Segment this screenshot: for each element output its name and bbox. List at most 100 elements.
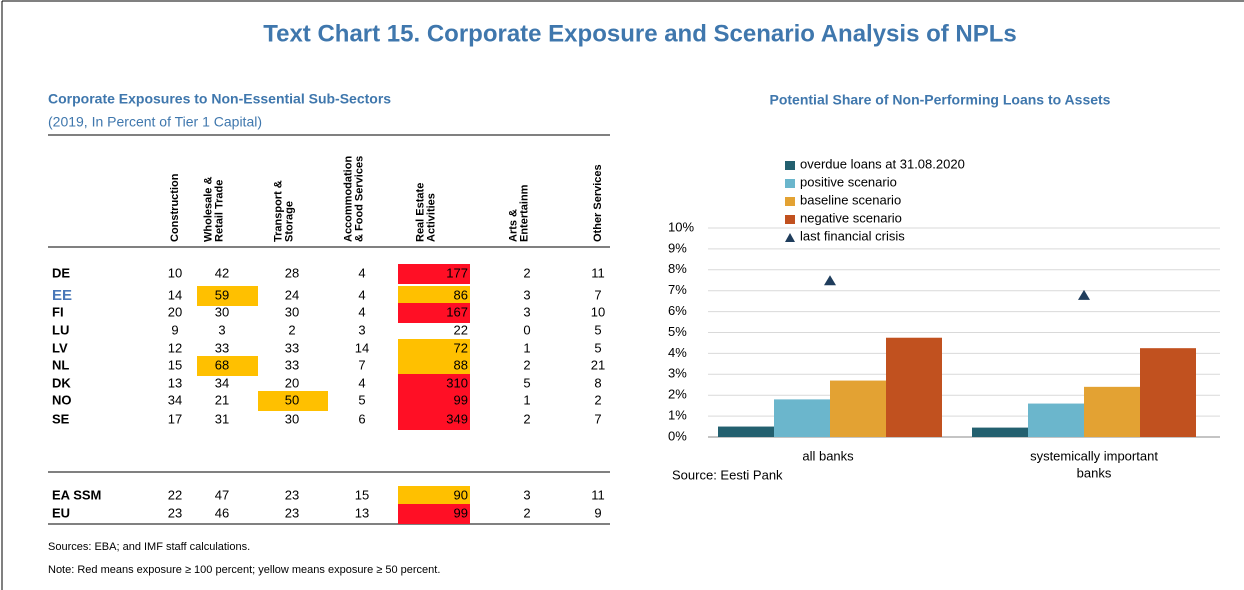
- x-tick-label: systemically important: [1030, 448, 1158, 463]
- cell: 177: [446, 265, 468, 280]
- cell: 20: [168, 304, 182, 319]
- row-label: EE: [52, 287, 72, 304]
- cell: 33: [285, 340, 299, 355]
- highlight-cell: [398, 286, 470, 306]
- cell: 33: [285, 357, 299, 372]
- cell: 3: [218, 322, 225, 337]
- legend-swatch: [785, 161, 795, 170]
- cell: 7: [594, 287, 601, 302]
- highlight-cell: [398, 374, 470, 394]
- cell: 4: [358, 304, 365, 319]
- bar: [1028, 403, 1084, 437]
- cell: 3: [523, 304, 530, 319]
- column-header: Activities: [425, 193, 437, 242]
- legend-label: positive scenario: [800, 174, 897, 189]
- cell: 10: [168, 265, 182, 280]
- bar: [886, 337, 942, 437]
- cell: 21: [591, 357, 605, 372]
- table-note: Note: Red means exposure ≥ 100 percent; …: [48, 564, 440, 576]
- cell: 34: [215, 375, 229, 390]
- cell: 14: [355, 340, 369, 355]
- table-sources: Sources: EBA; and IMF staff calculations…: [48, 541, 250, 553]
- cell: 47: [215, 487, 229, 502]
- legend-swatch: [785, 215, 795, 224]
- cell: 11: [591, 265, 605, 280]
- chart-source: Source: Eesti Pank: [672, 467, 783, 482]
- cell: 1: [523, 392, 530, 407]
- legend-label: negative scenario: [800, 210, 902, 225]
- legend-label: last financial crisis: [800, 228, 905, 243]
- cell: 30: [215, 304, 229, 319]
- cell: 21: [215, 392, 229, 407]
- cell: 31: [215, 411, 229, 426]
- cell: 3: [523, 487, 530, 502]
- page-title: Text Chart 15. Corporate Exposure and Sc…: [263, 20, 1017, 47]
- crisis-marker: [1078, 289, 1090, 300]
- cell: 59: [215, 287, 229, 302]
- column-header: Transport &: [272, 180, 284, 242]
- highlight-cell: [258, 391, 328, 411]
- highlight-cell: [398, 303, 470, 323]
- cell: 17: [168, 411, 182, 426]
- cell: 23: [168, 505, 182, 520]
- cell: 6: [358, 411, 365, 426]
- y-tick-label: 6%: [668, 303, 687, 318]
- highlight-cell: [398, 504, 470, 524]
- row-label: FI: [52, 304, 64, 319]
- cell: 50: [285, 392, 299, 407]
- cell: 4: [358, 287, 365, 302]
- column-header: Real Estate: [414, 183, 426, 242]
- cell: 99: [454, 392, 468, 407]
- cell: 34: [168, 392, 182, 407]
- table-subtitle: (2019, In Percent of Tier 1 Capital): [48, 114, 262, 130]
- legend-label: baseline scenario: [800, 192, 901, 207]
- cell: 2: [523, 265, 530, 280]
- column-header: Accommodation: [342, 156, 354, 242]
- cell: 167: [446, 304, 468, 319]
- column-header: Wholesale &: [202, 177, 214, 242]
- bar: [972, 427, 1028, 437]
- bar: [1084, 386, 1140, 437]
- row-label: NO: [52, 392, 72, 407]
- cell: 7: [358, 357, 365, 372]
- cell: 30: [285, 304, 299, 319]
- cell: 5: [594, 322, 601, 337]
- highlight-cell: [197, 356, 258, 376]
- highlight-cell: [398, 356, 470, 376]
- legend-label: overdue loans at 31.08.2020: [800, 156, 965, 171]
- cell: 22: [168, 487, 182, 502]
- cell: 5: [594, 340, 601, 355]
- y-tick-label: 0%: [668, 428, 687, 443]
- cell: 23: [285, 487, 299, 502]
- cell: 20: [285, 375, 299, 390]
- cell: 2: [288, 322, 295, 337]
- row-label: DK: [52, 375, 71, 390]
- y-tick-label: 4%: [668, 345, 687, 360]
- cell: 23: [285, 505, 299, 520]
- legend-swatch: [785, 197, 795, 206]
- column-header: Arts &: [507, 209, 519, 242]
- legend-marker: [785, 233, 795, 242]
- y-tick-label: 7%: [668, 282, 687, 297]
- highlight-cell: [398, 264, 470, 284]
- column-header: & Food Services: [353, 156, 365, 242]
- cell: 68: [215, 357, 229, 372]
- cell: 310: [446, 375, 468, 390]
- cell: 2: [523, 357, 530, 372]
- cell: 2: [594, 392, 601, 407]
- cell: 9: [171, 322, 178, 337]
- legend-swatch: [785, 179, 795, 188]
- x-tick-label: all banks: [802, 448, 854, 463]
- y-tick-label: 3%: [668, 366, 687, 381]
- chart-title: Potential Share of Non-Performing Loans …: [770, 92, 1111, 108]
- cell: 2: [523, 505, 530, 520]
- row-label: EA SSM: [52, 487, 101, 502]
- row-label: LU: [52, 322, 69, 337]
- highlight-cell: [398, 410, 470, 430]
- cell: 2: [523, 411, 530, 426]
- cell: 22: [454, 322, 468, 337]
- cell: 88: [454, 357, 468, 372]
- cell: 42: [215, 265, 229, 280]
- cell: 5: [523, 375, 530, 390]
